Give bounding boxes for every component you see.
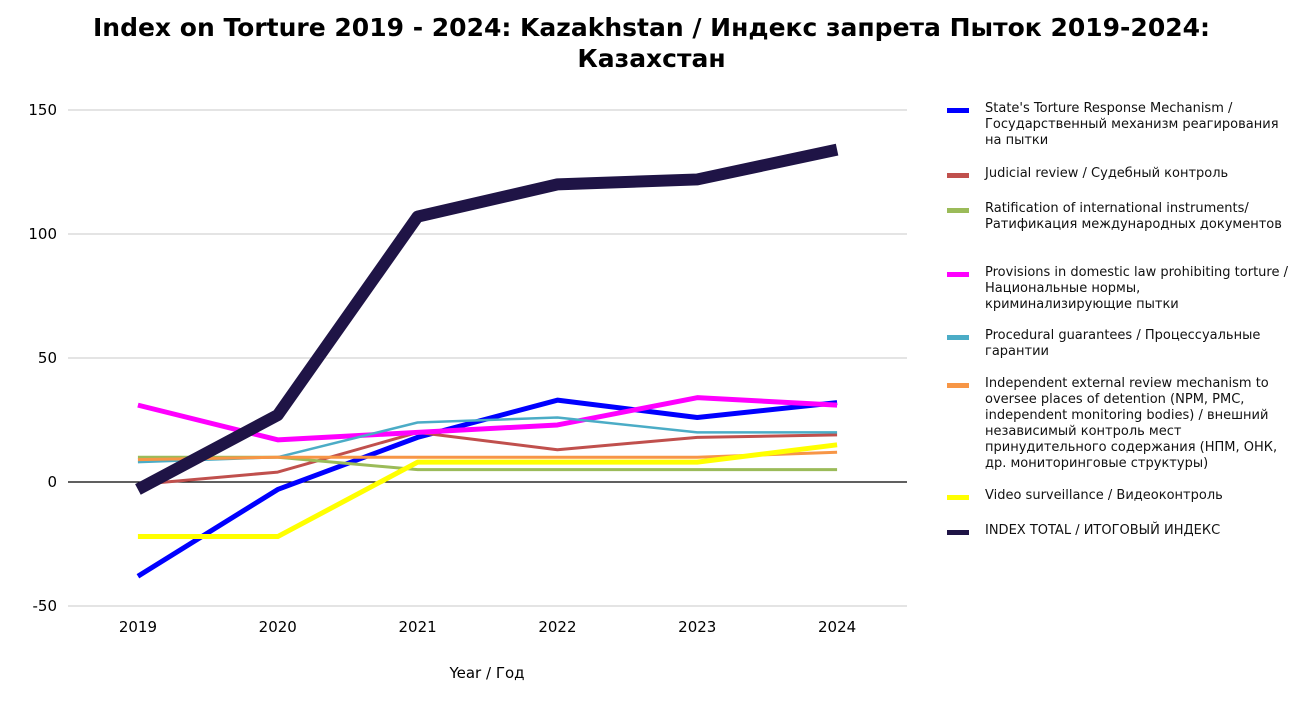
legend-swatch [947, 173, 969, 178]
series-line-7 [137, 442, 838, 540]
legend-label: Independent external review mechanism to… [985, 376, 1278, 471]
x-tick-label: 2024 [818, 618, 856, 636]
legend-swatch [947, 208, 969, 213]
chart-title: Index on Torture 2019 - 2024: Kazakhstan… [0, 12, 1303, 74]
y-tick-label: 50 [38, 349, 57, 367]
x-tick-label: 2020 [259, 618, 297, 636]
x-tick-label: 2021 [398, 618, 436, 636]
y-tick-label: -50 [33, 597, 58, 615]
series-line-6 [137, 450, 838, 462]
x-axis-label: Year / Год [449, 664, 525, 682]
y-axis-ticks: 150 100 50 0 -50 [28, 101, 57, 615]
chart-title-line-1: Index on Torture 2019 - 2024: Kazakhstan… [92, 13, 1211, 42]
legend-swatch [947, 530, 969, 535]
legend-item: Provisions in domestic law prohibiting t… [947, 265, 1297, 313]
legend-label: Video surveillance / Видеоконтроль [985, 488, 1223, 503]
x-tick-label: 2022 [538, 618, 576, 636]
series-lines [135, 143, 839, 579]
legend-item: Independent external review mechanism to… [947, 376, 1297, 472]
legend-swatch [947, 335, 969, 340]
legend-swatch [947, 272, 969, 277]
legend-label: INDEX TOTAL / ИТОГОВЫЙ ИНДЕКС [985, 523, 1221, 538]
legend-item: Video surveillance / Видеоконтроль [947, 488, 1297, 504]
legend-item: Ratification of international instrument… [947, 201, 1297, 233]
legend-label: Ratification of international instrument… [985, 201, 1282, 232]
x-tick-label: 2023 [678, 618, 716, 636]
chart-title-line-2: Казахстан [577, 44, 726, 73]
legend-label: Provisions in domestic law prohibiting t… [985, 265, 1288, 312]
legend-item: INDEX TOTAL / ИТОГОВЫЙ ИНДЕКС [947, 523, 1297, 539]
y-tick-label: 150 [28, 101, 57, 119]
legend-item: State's Torture Response Mechanism / Гос… [947, 101, 1297, 149]
y-tick-label: 100 [28, 225, 57, 243]
grid-lines [68, 109, 907, 607]
legend-swatch [947, 383, 969, 388]
legend-item: Judicial review / Судебный контроль [947, 166, 1297, 182]
legend-swatch [947, 108, 969, 113]
series-line-2 [137, 430, 838, 486]
legend-swatch [947, 495, 969, 500]
legend-label: State's Torture Response Mechanism / Гос… [985, 101, 1279, 148]
series-line-8 [135, 143, 839, 495]
x-axis-ticks: 2019 2020 2021 2022 2023 2024 [119, 618, 856, 636]
x-tick-label: 2019 [119, 618, 157, 636]
line-chart: 150 100 50 0 -50 2019 2020 2021 2022 2023 2024 [28, 101, 907, 636]
legend-label: Procedural guarantees / Процессуальные г… [985, 328, 1261, 359]
legend-item: Procedural guarantees / Процессуальные г… [947, 328, 1297, 360]
y-tick-label: 0 [47, 473, 57, 491]
legend-label: Judicial review / Судебный контроль [985, 166, 1229, 181]
